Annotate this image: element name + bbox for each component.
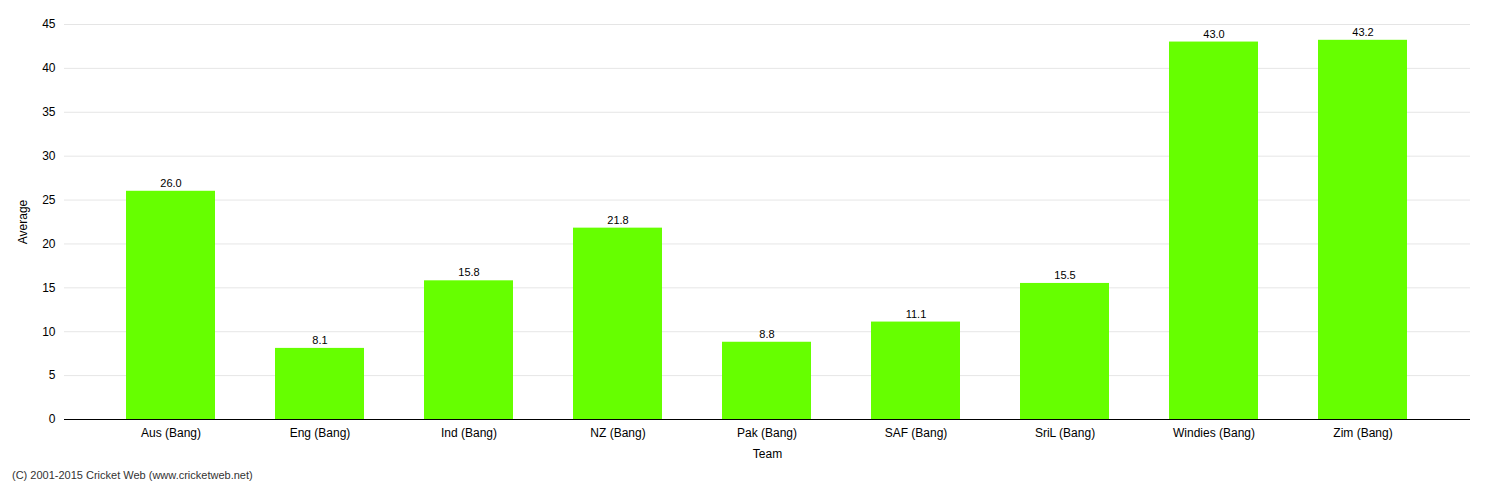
svg-text:Zim (Bang): Zim (Bang) <box>1333 426 1392 440</box>
svg-text:43.0: 43.0 <box>1203 28 1224 40</box>
svg-text:20: 20 <box>42 237 56 251</box>
svg-text:11.1: 11.1 <box>906 308 927 320</box>
svg-text:8.1: 8.1 <box>312 334 327 346</box>
svg-text:Ind (Bang): Ind (Bang) <box>441 426 497 440</box>
svg-text:10: 10 <box>42 325 56 339</box>
svg-text:15.8: 15.8 <box>458 266 479 278</box>
svg-text:Windies (Bang): Windies (Bang) <box>1173 426 1255 440</box>
svg-text:8.8: 8.8 <box>759 328 774 340</box>
svg-text:SAF (Bang): SAF (Bang) <box>885 426 948 440</box>
svg-text:45: 45 <box>42 17 56 31</box>
svg-text:35: 35 <box>42 105 56 119</box>
svg-text:Aus (Bang): Aus (Bang) <box>141 426 201 440</box>
svg-text:25: 25 <box>42 193 56 207</box>
svg-text:Pak (Bang): Pak (Bang) <box>737 426 797 440</box>
svg-text:Eng (Bang): Eng (Bang) <box>290 426 351 440</box>
svg-text:43.2: 43.2 <box>1352 26 1373 38</box>
svg-text:40: 40 <box>42 61 56 75</box>
svg-text:15: 15 <box>42 281 56 295</box>
svg-text:30: 30 <box>42 149 56 163</box>
svg-text:Team: Team <box>753 447 782 461</box>
svg-text:21.8: 21.8 <box>607 214 628 226</box>
svg-text:NZ (Bang): NZ (Bang) <box>590 426 645 440</box>
svg-text:26.0: 26.0 <box>160 177 181 189</box>
svg-text:0: 0 <box>49 412 56 426</box>
svg-text:SriL (Bang): SriL (Bang) <box>1035 426 1095 440</box>
svg-text:Average: Average <box>16 199 30 244</box>
svg-text:5: 5 <box>49 368 56 382</box>
svg-text:15.5: 15.5 <box>1054 269 1075 281</box>
html-text:(C) 2001-2015 Cricket Web (www: (C) 2001-2015 Cricket Web (www.cricketwe… <box>12 469 253 481</box>
